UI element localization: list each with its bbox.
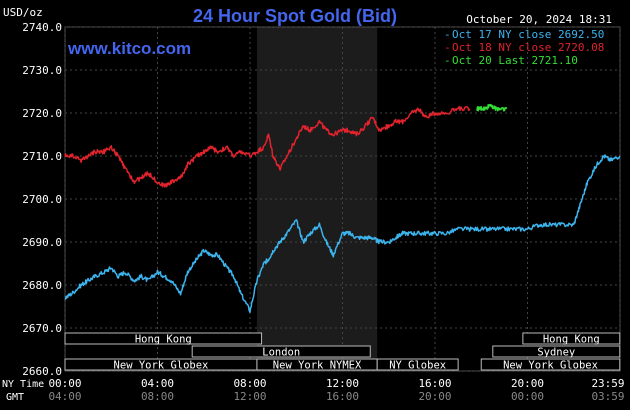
session-bar: [191, 345, 371, 358]
session-label: NY Globex: [389, 360, 446, 372]
legend-entry-oct20: Oct 20 Last 2721.10: [452, 54, 578, 67]
gmt-label: GMT: [6, 392, 24, 403]
x-tick-label-ny: 20:00: [511, 377, 544, 390]
session-bar: [492, 345, 621, 358]
y-tick-label: 2660.0: [22, 365, 62, 378]
x-tick-label-ny: 12:00: [326, 377, 359, 390]
x-tick-label-gmt: 20:00: [418, 390, 451, 403]
series-line-oct-20: [476, 103, 508, 112]
ny-time-label: NY Time: [2, 379, 44, 390]
chart-date: October 20, 2024 18:31: [466, 13, 612, 26]
session-label: Hong Kong: [543, 334, 600, 346]
y-tick-label: 2730.0: [22, 64, 62, 77]
x-tick-label-gmt: 03:59: [591, 390, 624, 403]
y-tick-label: 2700.0: [22, 193, 62, 206]
x-tick-label-ny: 16:00: [418, 377, 451, 390]
session-label: Sydney: [537, 347, 575, 359]
legend-dash-1: -: [444, 28, 451, 41]
session-label: New York Globex: [114, 360, 209, 372]
legend: Oct 17 NY close 2692.50 Oct 18 NY close …: [444, 28, 604, 67]
session-bar: [64, 332, 263, 345]
y-tick-label: 2690.0: [22, 236, 62, 249]
legend-entry-oct17: Oct 17 NY close 2692.50: [452, 28, 604, 41]
session-bar: [480, 358, 621, 371]
series-line-oct-18: [64, 105, 471, 188]
x-tick-label-ny: 04:00: [141, 377, 174, 390]
legend-dash-3: -: [444, 54, 451, 67]
y-tick-label: 2740.0: [22, 21, 62, 34]
y-tick-label: 2720.0: [22, 107, 62, 120]
x-tick-label-gmt: 12:00: [233, 390, 266, 403]
y-tick-label: 2710.0: [22, 150, 62, 163]
x-tick-label-ny: 00:00: [48, 377, 81, 390]
y-tick-label: 2680.0: [22, 279, 62, 292]
y-axis-label: USD/oz: [3, 6, 43, 19]
session-label: London: [262, 347, 300, 359]
x-tick-label-gmt: 16:00: [326, 390, 359, 403]
y-tick-label: 2670.0: [22, 322, 62, 335]
series-line-oct-17: [64, 154, 621, 314]
x-tick-label-gmt: 04:00: [48, 390, 81, 403]
session-bar: [376, 358, 459, 371]
chart-title: 24 Hour Spot Gold (Bid): [193, 6, 397, 26]
watermark-text: www.kitco.com: [67, 39, 191, 58]
nymex-shade: [256, 27, 378, 371]
x-tick-label-gmt: 08:00: [141, 390, 174, 403]
x-tick-label-gmt: 00:00: [511, 390, 544, 403]
session-bar: [522, 332, 621, 345]
x-tick-label-ny: 08:00: [233, 377, 266, 390]
legend-dash-2: -: [444, 41, 451, 54]
session-label: Hong Kong: [135, 334, 192, 346]
x-tick-label-ny: 23:59: [591, 377, 624, 390]
legend-entry-oct18: Oct 18 NY close 2720.08: [452, 41, 604, 54]
session-label: New York Globex: [503, 360, 598, 372]
session-label: New York NYMEX: [273, 360, 362, 372]
